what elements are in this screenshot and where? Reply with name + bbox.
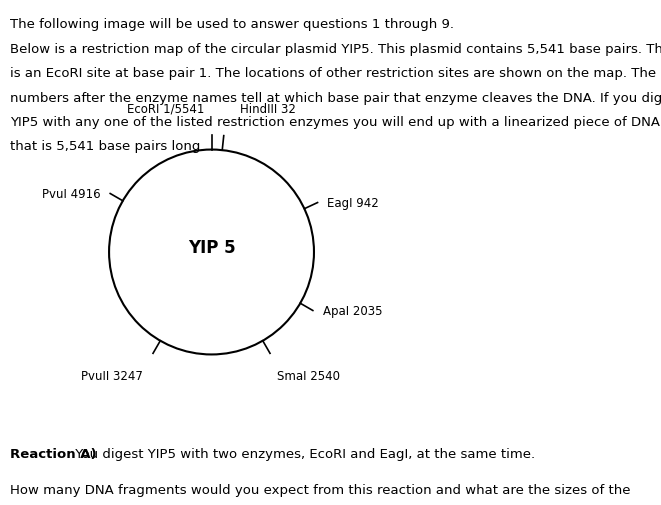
Text: The following image will be used to answer questions 1 through 9.: The following image will be used to answ…	[10, 18, 454, 31]
Text: ApaI 2035: ApaI 2035	[323, 305, 382, 317]
Text: that is 5,541 base pairs long.: that is 5,541 base pairs long.	[10, 140, 204, 153]
Text: Reaction A): Reaction A)	[10, 447, 97, 460]
Text: EagI 942: EagI 942	[327, 196, 379, 210]
Text: How many DNA fragments would you expect from this reaction and what are the size: How many DNA fragments would you expect …	[10, 483, 631, 496]
Text: EcoRI 1/5541: EcoRI 1/5541	[126, 103, 204, 116]
Text: You digest YIP5 with two enzymes, EcoRI and EagI, at the same time.: You digest YIP5 with two enzymes, EcoRI …	[71, 447, 535, 460]
Text: PvuII 3247: PvuII 3247	[81, 369, 143, 382]
Text: PvuI 4916: PvuI 4916	[42, 188, 100, 200]
Text: YIP 5: YIP 5	[188, 238, 235, 257]
Text: Below is a restriction map of the circular plasmid YIP5. This plasmid contains 5: Below is a restriction map of the circul…	[10, 43, 661, 56]
Text: SmaI 2540: SmaI 2540	[277, 369, 340, 382]
Text: is an EcoRI site at base pair 1. The locations of other restriction sites are sh: is an EcoRI site at base pair 1. The loc…	[10, 67, 656, 80]
Text: HindIII 32: HindIII 32	[241, 103, 296, 116]
Text: YIP5 with any one of the listed restriction enzymes you will end up with a linea: YIP5 with any one of the listed restrict…	[10, 116, 660, 129]
Text: numbers after the enzyme names tell at which base pair that enzyme cleaves the D: numbers after the enzyme names tell at w…	[10, 91, 661, 105]
